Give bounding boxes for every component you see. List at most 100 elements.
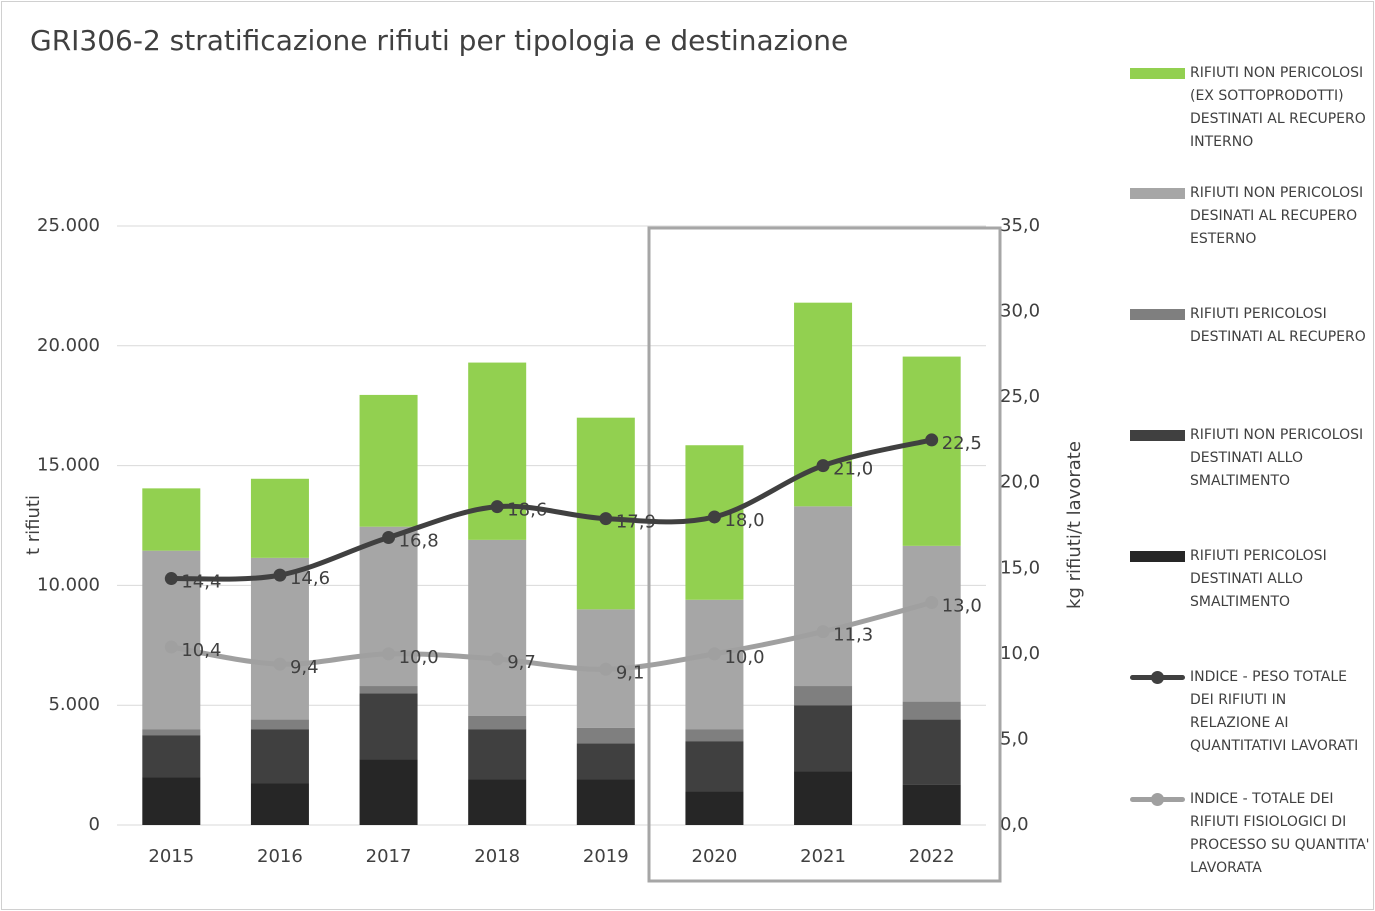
x-tick-label: 2017 bbox=[366, 846, 412, 867]
legend-label: INDICE - PESO TOTALE DEI RIFIUTI IN RELA… bbox=[1190, 669, 1359, 754]
y2-tick-label: 35,0 bbox=[1000, 215, 1040, 236]
data-label: 22,5 bbox=[942, 433, 982, 454]
x-tick-label: 2022 bbox=[909, 846, 955, 867]
bar-segment bbox=[142, 729, 201, 736]
data-label: 21,0 bbox=[833, 459, 873, 480]
legend-marker bbox=[1151, 671, 1164, 684]
bar-segment bbox=[902, 356, 961, 546]
x-tick-label: 2021 bbox=[800, 846, 846, 867]
line-point bbox=[273, 657, 287, 671]
x-tick-label: 2016 bbox=[257, 846, 303, 867]
line-point bbox=[382, 647, 396, 661]
bar-segment bbox=[250, 783, 309, 825]
legend-label: RIFIUTI PERICOLOSI DESTINATI AL RECUPERO bbox=[1190, 306, 1366, 345]
bar-segment bbox=[685, 741, 744, 792]
bar-segment bbox=[794, 771, 853, 825]
legend-swatch bbox=[1130, 793, 1185, 806]
legend-label: INDICE - TOTALE DEI RIFIUTI FISIOLOGICI … bbox=[1190, 791, 1370, 876]
data-label: 18,6 bbox=[507, 500, 547, 521]
line-point bbox=[490, 652, 504, 666]
bar-segment bbox=[142, 735, 201, 778]
line-point bbox=[816, 625, 830, 639]
data-label: 13,0 bbox=[942, 596, 982, 617]
data-label: 16,8 bbox=[399, 530, 439, 551]
bar-segment bbox=[468, 539, 527, 716]
legend-label: RIFIUTI NON PERICOLOSI (EX SOTTOPRODOTTI… bbox=[1190, 65, 1366, 150]
line-point bbox=[490, 500, 504, 514]
y2-tick-label: 5,0 bbox=[1000, 728, 1029, 749]
bar-segment bbox=[794, 506, 853, 687]
bar-segment bbox=[359, 686, 418, 694]
bar-segment bbox=[576, 727, 635, 744]
legend-label: RIFIUTI NON PERICOLOSI DESTINATI ALLO SM… bbox=[1190, 427, 1364, 489]
data-label: 17,9 bbox=[616, 512, 656, 533]
legend-swatch bbox=[1130, 68, 1185, 79]
legend-swatch bbox=[1130, 430, 1185, 441]
bar-segment bbox=[250, 729, 309, 784]
y-tick-label: 5.000 bbox=[48, 694, 100, 715]
line-point bbox=[382, 530, 396, 544]
legend-swatch bbox=[1130, 551, 1185, 562]
bar-segment bbox=[359, 693, 418, 760]
y2-tick-label: 10,0 bbox=[1000, 643, 1040, 664]
data-label: 10,4 bbox=[181, 640, 221, 661]
data-label: 14,6 bbox=[290, 568, 330, 589]
legend-swatch bbox=[1130, 309, 1185, 320]
y2-tick-label: 0,0 bbox=[1000, 814, 1029, 835]
bar-segment bbox=[902, 545, 961, 702]
highlight-box bbox=[647, 226, 1002, 883]
line bbox=[168, 600, 935, 672]
bar-segment bbox=[902, 701, 961, 720]
y-tick-label: 10.000 bbox=[37, 574, 100, 595]
data-label: 14,4 bbox=[181, 572, 221, 593]
y2-axis-title: kg rifiuti/t lavorate bbox=[1064, 441, 1085, 609]
chart-title: GRI306-2 stratificazione rifiuti per tip… bbox=[30, 24, 848, 57]
line-point bbox=[599, 662, 613, 676]
bar-segment bbox=[794, 686, 853, 706]
legend-swatch bbox=[1130, 671, 1185, 684]
line-point bbox=[164, 572, 178, 586]
data-label: 11,3 bbox=[833, 625, 873, 646]
y2-tick-label: 15,0 bbox=[1000, 557, 1040, 578]
y2-tick-label: 20,0 bbox=[1000, 472, 1040, 493]
x-tick-label: 2015 bbox=[148, 846, 194, 867]
bar-segment bbox=[468, 779, 527, 825]
data-label: 9,1 bbox=[616, 662, 645, 683]
line-point bbox=[816, 459, 830, 473]
bar-segment bbox=[576, 743, 635, 780]
bar-segment bbox=[468, 715, 527, 730]
data-label: 10,0 bbox=[724, 647, 764, 668]
y-tick-label: 25.000 bbox=[37, 215, 100, 236]
y-tick-label: 20.000 bbox=[37, 335, 100, 356]
x-tick-label: 2018 bbox=[474, 846, 520, 867]
x-tick-label: 2020 bbox=[692, 846, 738, 867]
bar-segment bbox=[685, 729, 744, 742]
y-tick-label: 15.000 bbox=[37, 455, 100, 476]
bar-segment bbox=[902, 784, 961, 825]
y-tick-label: 0 bbox=[89, 814, 100, 835]
bar-segment bbox=[794, 705, 853, 772]
bar-segment bbox=[142, 488, 201, 551]
data-label: 9,7 bbox=[507, 652, 536, 673]
x-tick-label: 2019 bbox=[583, 846, 629, 867]
line-point bbox=[925, 433, 939, 447]
bar-segment bbox=[250, 719, 309, 730]
line-point bbox=[273, 568, 287, 582]
data-label: 9,4 bbox=[290, 657, 319, 678]
data-label: 18,0 bbox=[724, 510, 764, 531]
legend-label: RIFIUTI NON PERICOLOSI DESINATI AL RECUP… bbox=[1190, 185, 1364, 247]
y2-tick-label: 30,0 bbox=[1000, 301, 1040, 322]
bar-segment bbox=[359, 394, 418, 527]
bar-segment bbox=[468, 729, 527, 780]
legend-swatch bbox=[1130, 188, 1185, 199]
bar-segment bbox=[685, 599, 744, 730]
y2-tick-label: 25,0 bbox=[1000, 386, 1040, 407]
line-point bbox=[925, 596, 939, 610]
line bbox=[168, 437, 935, 582]
bar-segment bbox=[902, 719, 961, 785]
line-point bbox=[707, 510, 721, 524]
legend-marker bbox=[1151, 793, 1164, 806]
